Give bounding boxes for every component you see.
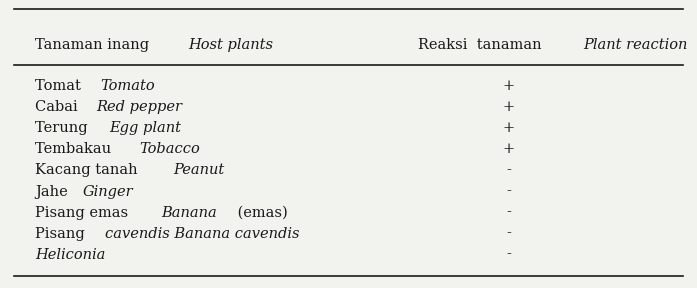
Text: Jahe: Jahe xyxy=(35,185,72,198)
Text: -: - xyxy=(507,185,511,198)
Text: Reaksi  tanaman: Reaksi tanaman xyxy=(418,38,546,52)
Text: Heliconia: Heliconia xyxy=(35,248,105,262)
Text: cavendis Banana cavendis: cavendis Banana cavendis xyxy=(105,227,300,240)
Text: Cabai: Cabai xyxy=(35,101,82,114)
Text: Pisang emas: Pisang emas xyxy=(35,206,132,219)
Text: Red pepper: Red pepper xyxy=(96,101,182,114)
Text: (emas): (emas) xyxy=(233,206,288,219)
Text: Tanaman inang: Tanaman inang xyxy=(35,38,153,52)
Text: Peanut: Peanut xyxy=(174,164,224,177)
Text: +: + xyxy=(503,122,515,135)
Text: Terung: Terung xyxy=(35,122,92,135)
Text: +: + xyxy=(503,79,515,93)
Text: -: - xyxy=(507,164,511,177)
Text: Plant reaction: Plant reaction xyxy=(583,38,688,52)
Text: +: + xyxy=(503,101,515,114)
Text: +: + xyxy=(503,143,515,156)
Text: Host plants: Host plants xyxy=(188,38,273,52)
Text: Tobacco: Tobacco xyxy=(139,143,200,156)
Text: Tembakau: Tembakau xyxy=(35,143,116,156)
Text: Tomat: Tomat xyxy=(35,79,85,93)
Text: Ginger: Ginger xyxy=(83,185,134,198)
Text: Tomato: Tomato xyxy=(100,79,155,93)
Text: Kacang tanah: Kacang tanah xyxy=(35,164,142,177)
Text: Banana: Banana xyxy=(161,206,217,219)
Text: Egg plant: Egg plant xyxy=(109,122,181,135)
Text: -: - xyxy=(507,227,511,240)
Text: -: - xyxy=(507,248,511,262)
Text: -: - xyxy=(507,206,511,219)
Text: Pisang: Pisang xyxy=(35,227,89,240)
